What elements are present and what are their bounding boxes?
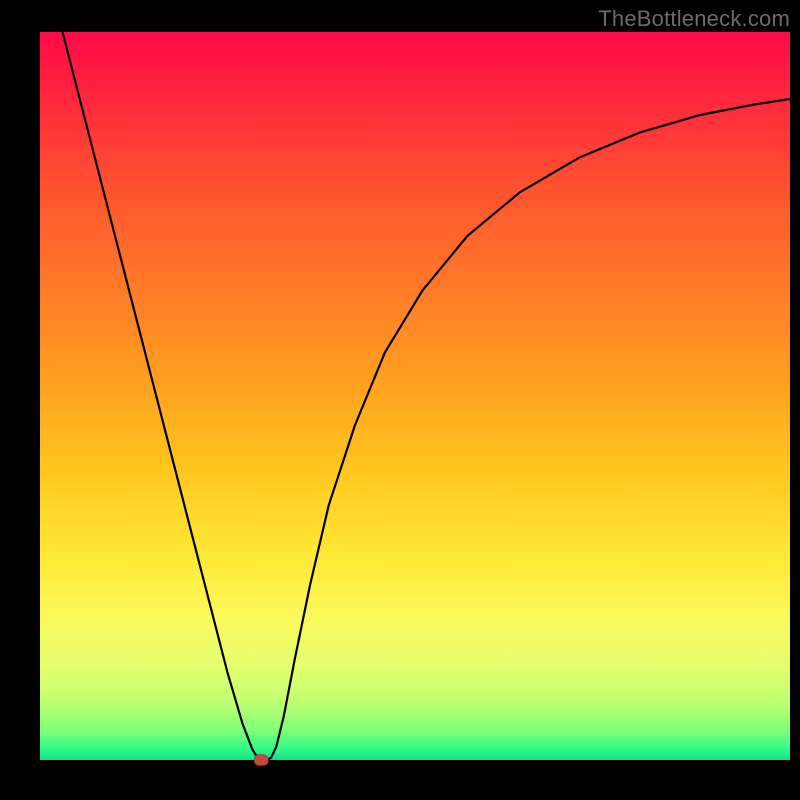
bottleneck-chart <box>0 0 800 800</box>
chart-frame: TheBottleneck.com <box>0 0 800 800</box>
optimum-marker <box>254 755 268 766</box>
plot-background <box>40 32 790 760</box>
watermark-label: TheBottleneck.com <box>598 6 790 32</box>
